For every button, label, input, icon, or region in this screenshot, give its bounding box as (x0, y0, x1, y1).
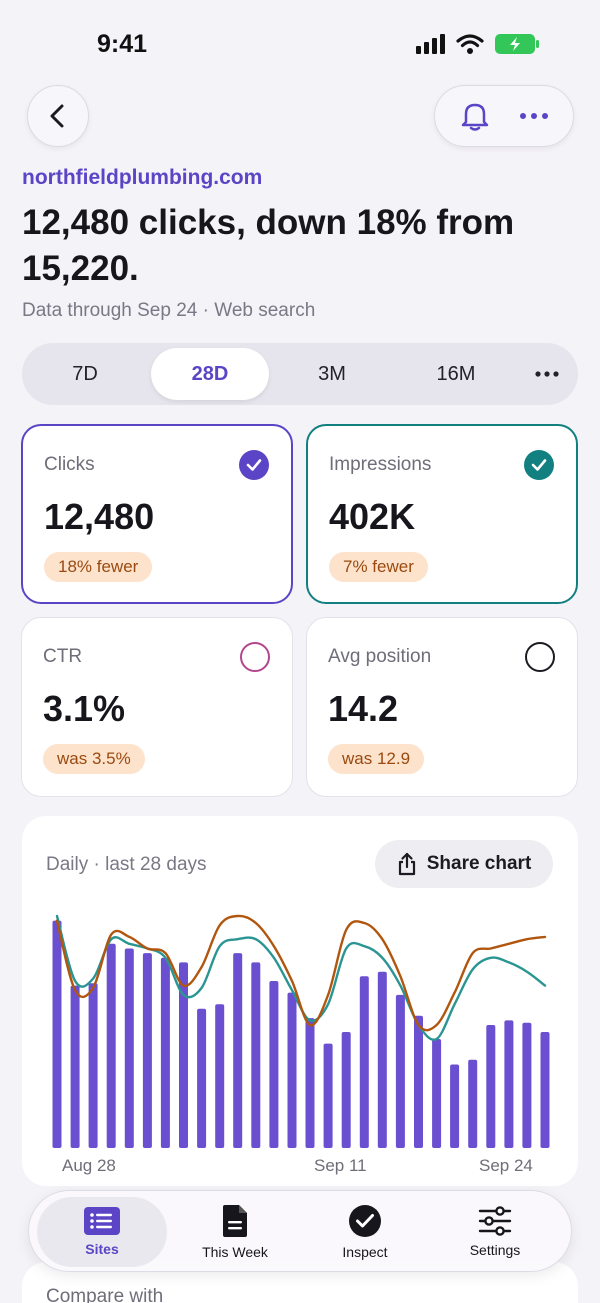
nav-inspect[interactable]: Inspect (300, 1191, 430, 1273)
chart-bar (197, 1008, 207, 1148)
check-circle-icon (349, 1205, 381, 1237)
status-bar: 9:41 (0, 0, 600, 88)
x-axis-label: Sep 24 (479, 1156, 533, 1175)
chart-bar (468, 1059, 478, 1148)
chart-bar (269, 981, 279, 1148)
list-icon (84, 1207, 120, 1235)
more-horizontal-icon (535, 371, 559, 377)
checkbox-unchecked-icon[interactable] (525, 642, 555, 672)
checkbox-checked-icon[interactable] (239, 450, 269, 480)
nav-label: Inspect (342, 1244, 388, 1260)
status-time: 9:41 (97, 30, 148, 58)
chart-line-orange (55, 914, 547, 1032)
range-more-button[interactable] (522, 348, 572, 400)
chart-bar (287, 992, 297, 1148)
chart-bar (160, 957, 170, 1148)
nav-label: Settings (469, 1242, 521, 1258)
bottom-nav: Sites This Week Inspect Settings (28, 1190, 572, 1272)
metric-badge: 7% fewer (329, 552, 428, 582)
metric-value: 3.1% (43, 688, 126, 729)
chevron-left-icon (50, 104, 64, 128)
chart-bar (450, 1064, 460, 1148)
chart-bar (323, 1043, 333, 1148)
metric-value: 402K (329, 496, 416, 537)
checkbox-unchecked-icon[interactable] (240, 642, 270, 672)
metric-label: CTR (43, 646, 83, 667)
nav-settings[interactable]: Settings (430, 1191, 560, 1273)
x-axis-label: Sep 11 (314, 1156, 367, 1175)
chart-bar (179, 962, 188, 1148)
chart-bar (124, 948, 134, 1148)
x-axis-label: Aug 28 (62, 1156, 116, 1175)
range-28d[interactable]: 28D (151, 348, 269, 400)
nav-label: This Week (202, 1244, 268, 1260)
data-subline: Data through Sep 24 · Web search (22, 300, 316, 321)
metric-badge: 18% fewer (44, 552, 153, 582)
range-3m[interactable]: 3M (318, 362, 346, 385)
chart-bar (251, 962, 261, 1148)
range-16m[interactable]: 16M (436, 362, 476, 385)
metric-label: Avg position (328, 646, 432, 667)
metric-value: 14.2 (328, 688, 399, 729)
chart-bar (88, 983, 98, 1148)
metric-label: Clicks (44, 454, 95, 475)
metric-card-impressions[interactable]: Impressions 402K 7% fewer (306, 424, 578, 604)
range-selector: 7D 28D 3M 16M (22, 343, 578, 405)
chart-bar (305, 1018, 315, 1148)
chart-bar (540, 1032, 550, 1148)
share-chart-label: Share chart (426, 853, 532, 874)
metric-badge: was 12.9 (328, 744, 425, 774)
status-icons (416, 33, 540, 55)
site-domain[interactable]: northfieldplumbing.com (22, 166, 263, 189)
checkbox-checked-icon[interactable] (524, 450, 554, 480)
document-icon (223, 1205, 247, 1237)
nav-this-week[interactable]: This Week (170, 1191, 300, 1273)
chart-bar (215, 1004, 225, 1148)
chart-title: Daily · last 28 days (46, 854, 207, 875)
range-7d[interactable]: 7D (72, 362, 98, 385)
battery-icon (495, 34, 539, 54)
wifi-icon (456, 34, 484, 54)
chart-bar (142, 953, 152, 1148)
compare-label: Compare with (46, 1286, 164, 1303)
share-icon (398, 852, 415, 876)
chart-card: Daily · last 28 days Share chart Aug 28 … (22, 816, 578, 1186)
nav-sites[interactable]: Sites (37, 1197, 167, 1267)
metric-card-clicks[interactable]: Clicks 12,480 18% fewer (21, 424, 293, 604)
chart-bar (341, 1032, 351, 1148)
metric-badge: was 3.5% (43, 744, 145, 774)
chart-bar (233, 953, 243, 1148)
metric-value: 12,480 (44, 496, 155, 537)
sliders-icon (478, 1206, 512, 1236)
chart-bar (414, 1015, 423, 1148)
metric-label: Impressions (329, 454, 432, 475)
metric-card-ctr[interactable]: CTR 3.1% was 3.5% (21, 617, 293, 797)
chart-bar (52, 920, 62, 1148)
more-options-icon[interactable] (519, 112, 549, 120)
chart-bar (504, 1020, 514, 1148)
header-actions (434, 85, 574, 147)
bell-icon[interactable] (460, 100, 490, 132)
chart-bar (70, 985, 80, 1148)
metric-card-avg-position[interactable]: Avg position 14.2 was 12.9 (306, 617, 578, 797)
back-button[interactable] (27, 85, 89, 147)
chart-bar (106, 943, 116, 1148)
chart-bar (522, 1022, 532, 1148)
chart-bar (432, 1039, 442, 1148)
chart-bar (395, 994, 405, 1148)
chart-bar (486, 1025, 496, 1148)
daily-chart (52, 914, 550, 1148)
nav-label: Sites (85, 1241, 119, 1257)
chart-bar (359, 976, 369, 1148)
chart-bar (377, 971, 387, 1148)
signal-icon (416, 34, 445, 54)
share-chart-button[interactable]: Share chart (375, 840, 553, 888)
page-headline: 12,480 clicks, down 18% from 15,220. (22, 203, 515, 288)
